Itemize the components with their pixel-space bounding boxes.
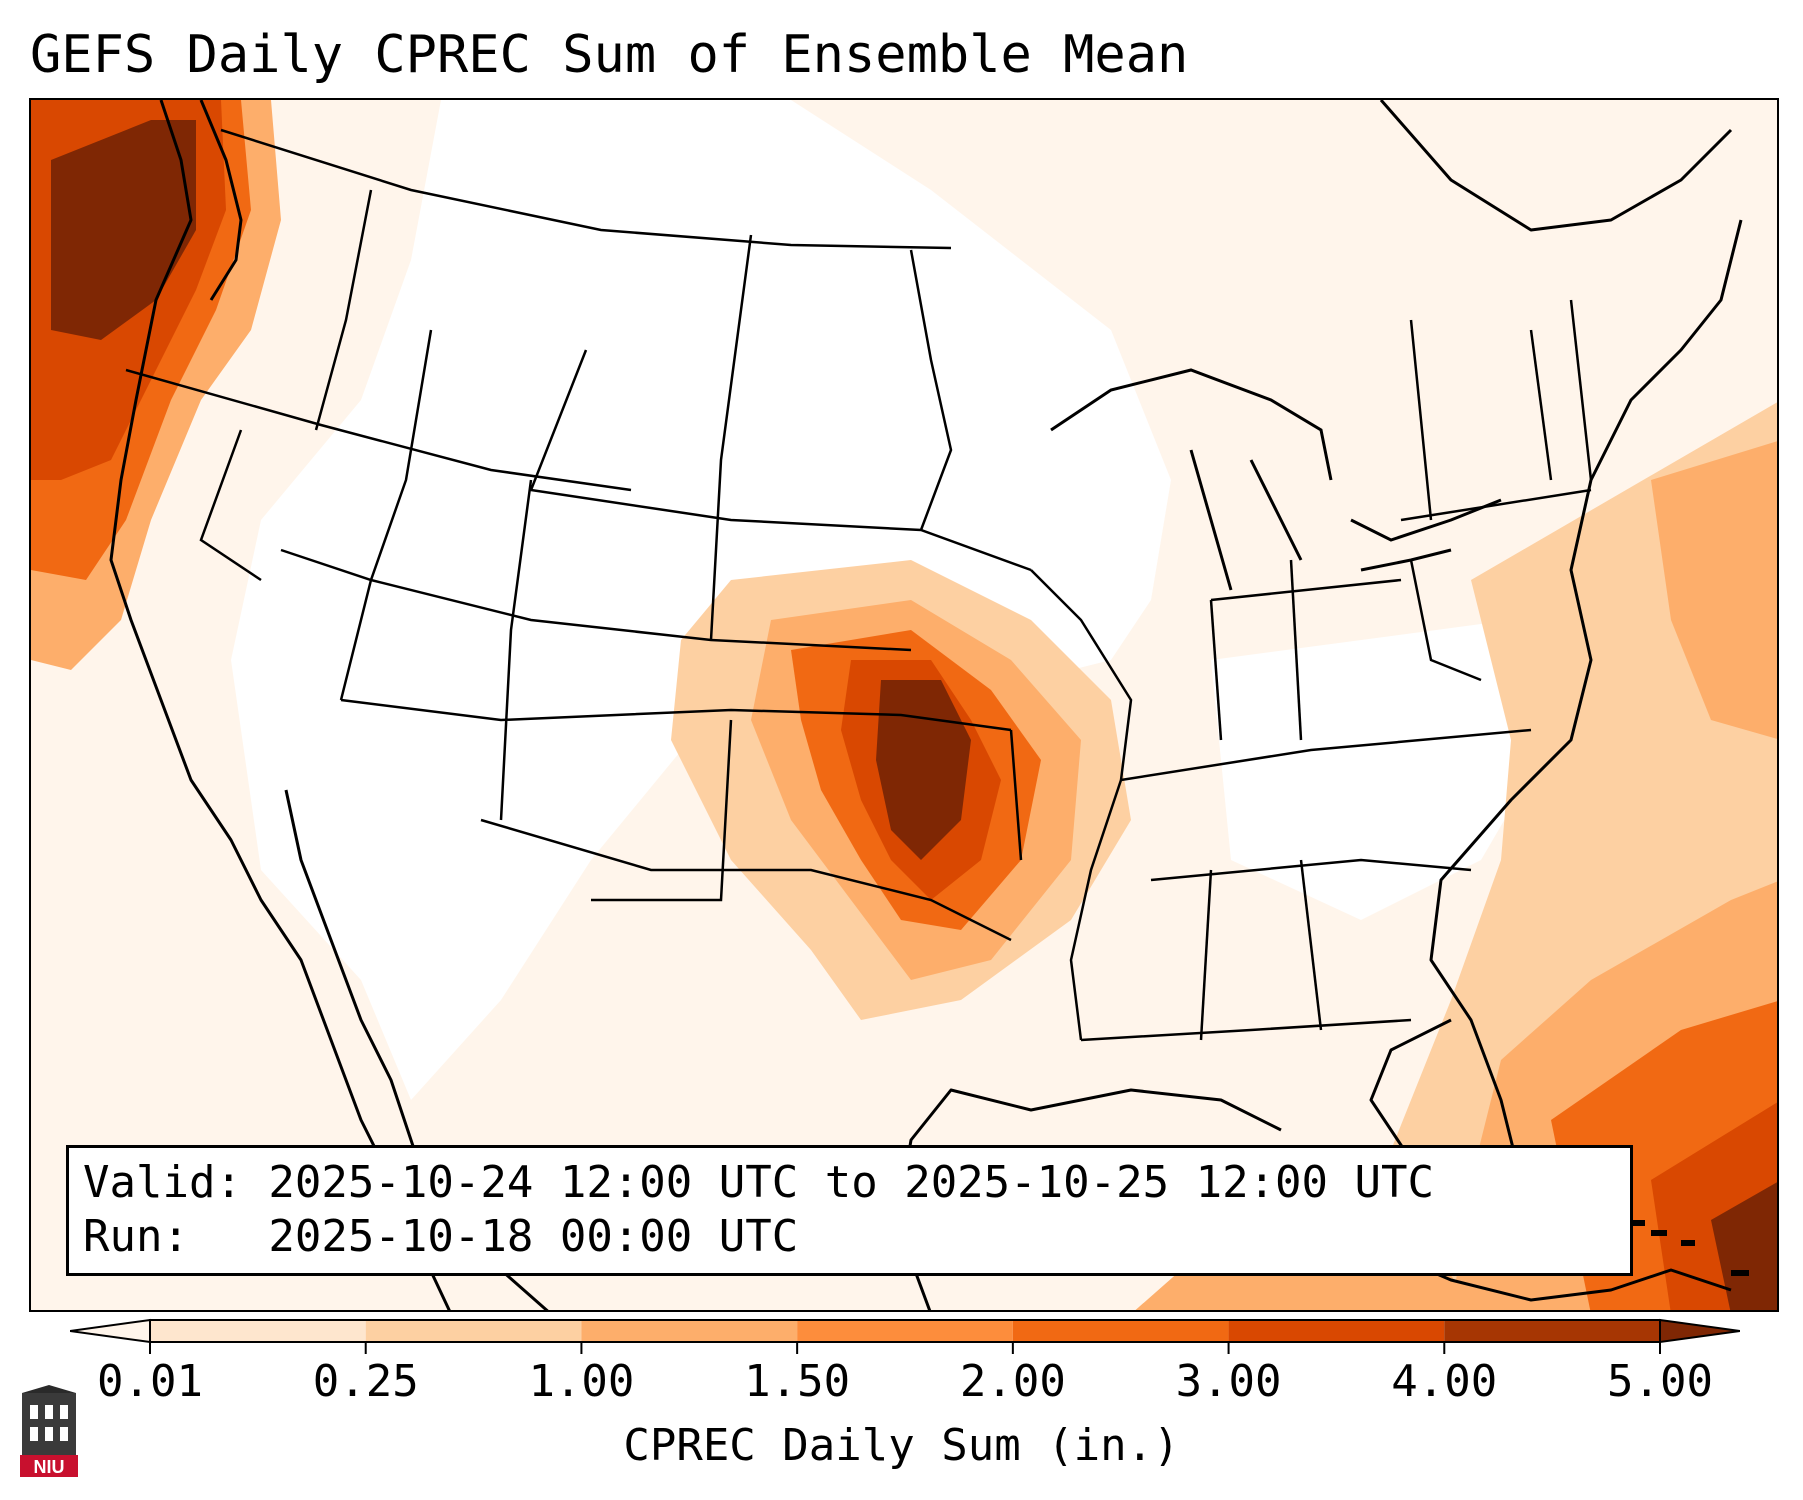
logo-text: NIU (34, 1457, 65, 1477)
colorbar (70, 1318, 1740, 1354)
dry-region (231, 100, 1171, 1100)
state-boundaries (125, 128, 1593, 1042)
colorbar-tick-label: 0.25 (312, 1356, 419, 1407)
colorbar-tick-label: 1.50 (744, 1356, 851, 1407)
colorbar-segment (1444, 1320, 1660, 1342)
colorbar-ticks (149, 1342, 1661, 1354)
colorbar-extend-low (70, 1318, 151, 1344)
colorbar-tick-label: 2.00 (959, 1356, 1066, 1407)
colorbar-segments (70, 1318, 1740, 1344)
colorbar-segment (797, 1320, 1013, 1342)
niu-logo-icon: NIU (20, 1385, 78, 1477)
logo-tower (22, 1393, 76, 1455)
colorbar-tick-label: 5.00 (1607, 1356, 1713, 1407)
valid-run-info-box: Valid: 2025-10-24 12:00 UTC to 2025-10-2… (66, 1145, 1633, 1276)
pnw-band-max (51, 120, 196, 340)
precipitation-map (31, 100, 1777, 1310)
atlantic-moderate-north (1651, 441, 1777, 739)
colorbar-segment (150, 1320, 366, 1342)
colorbar-tick-label: 4.00 (1391, 1356, 1498, 1407)
atlantic-max (1711, 1182, 1777, 1310)
dry-region-southeast (1211, 620, 1551, 920)
map-title: GEFS Daily CPREC Sum of Ensemble Mean (30, 25, 1189, 85)
colorbar-label: CPREC Daily Sum (in.) (623, 1420, 1180, 1471)
plains-max (876, 680, 971, 860)
colorbar-segment (1012, 1320, 1229, 1342)
map-panel (29, 98, 1779, 1312)
colorbar-segment (581, 1320, 798, 1342)
colorbar-outline (149, 1319, 1661, 1343)
colorbar-extend-high (1659, 1318, 1740, 1344)
valid-time-text: Valid: 2025-10-24 12:00 UTC to 2025-10-2… (83, 1157, 1435, 1208)
colorbar-tick-label: 0.01 (97, 1356, 203, 1407)
colorbar-segment (365, 1320, 582, 1342)
colorbar-tick-label: 1.00 (528, 1356, 635, 1407)
great-lakes (1050, 368, 1502, 591)
run-time-text: Run: 2025-10-18 00:00 UTC (83, 1211, 799, 1262)
colorbar-tick-label: 3.00 (1175, 1356, 1282, 1407)
colorbar-segment (1228, 1320, 1445, 1342)
